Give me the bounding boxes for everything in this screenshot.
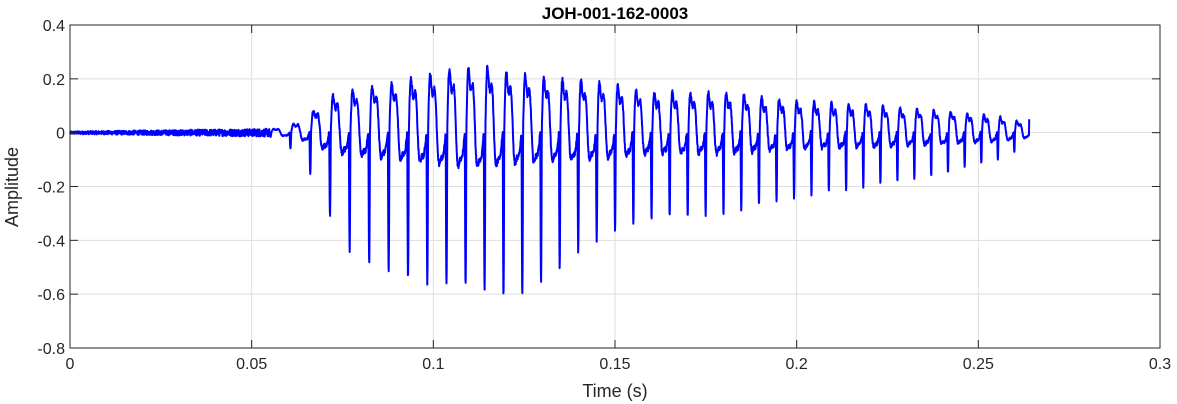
y-tick-label: 0.2 xyxy=(43,72,65,89)
y-tick-label: 0.4 xyxy=(43,18,65,35)
x-tick-label: 0.15 xyxy=(599,356,630,373)
x-tick-label: 0.3 xyxy=(1149,356,1171,373)
y-tick-label: -0.6 xyxy=(37,287,65,304)
plot-area xyxy=(69,64,1031,295)
y-tick-label: 0 xyxy=(56,126,65,143)
x-tick-label: 0.2 xyxy=(786,356,808,373)
y-tick-label: -0.8 xyxy=(37,341,65,358)
x-tick-label: 0.1 xyxy=(422,356,444,373)
x-axis-label: Time (s) xyxy=(582,381,647,401)
x-tick-label: 0.25 xyxy=(963,356,994,373)
signal-line xyxy=(69,64,1031,295)
x-tick-labels: 0 0.05 0.1 0.15 0.2 0.25 0.3 xyxy=(66,356,1172,373)
y-tick-labels: 0.4 0.2 0 -0.2 -0.4 -0.6 -0.8 xyxy=(37,18,65,358)
y-tick-label: -0.4 xyxy=(37,233,65,250)
axis-ticks xyxy=(69,24,1161,349)
chart-title: JOH-001-162-0003 xyxy=(542,4,688,23)
x-tick-label: 0.05 xyxy=(236,356,267,373)
x-tick-label: 0 xyxy=(66,356,75,373)
y-tick-label: -0.2 xyxy=(37,180,65,197)
y-axis-label: Amplitude xyxy=(2,147,22,227)
